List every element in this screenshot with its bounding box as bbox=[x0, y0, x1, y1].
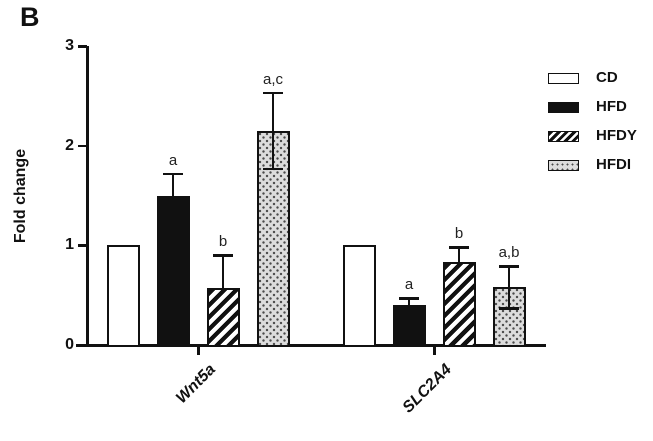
error-bar-cap-top bbox=[263, 91, 283, 95]
legend-swatch-hfd bbox=[548, 101, 579, 113]
legend-label: CD bbox=[596, 69, 618, 86]
significance-label: b bbox=[218, 233, 228, 251]
y-tick-label: 1 bbox=[65, 236, 74, 254]
y-tick-label: 3 bbox=[65, 37, 74, 54]
error-bar-stem bbox=[458, 247, 460, 265]
x-axis-line bbox=[76, 344, 546, 347]
error-bar-stem bbox=[508, 266, 510, 309]
bar-hfdy-slc2a4 bbox=[442, 262, 476, 347]
legend-label: HFDI bbox=[596, 156, 631, 173]
error-bar-cap-bottom bbox=[499, 307, 519, 310]
y-axis-line bbox=[86, 46, 89, 347]
y-tick-label: 0 bbox=[65, 336, 74, 353]
legend-item-hfdy: HFDY bbox=[548, 126, 637, 146]
error-bar-stem bbox=[272, 92, 274, 169]
legend: CD HFD HFDY HFDI bbox=[548, 68, 637, 184]
error-bar-cap-top bbox=[213, 254, 233, 257]
error-bar-stem bbox=[172, 173, 174, 198]
error-bar-stem bbox=[222, 255, 224, 291]
bar-cd-slc2a4 bbox=[342, 245, 376, 347]
legend-swatch-hfdi bbox=[548, 159, 579, 171]
y-tick-mark bbox=[78, 144, 87, 148]
legend-swatch-cd bbox=[548, 72, 579, 84]
legend-item-cd: CD bbox=[548, 68, 637, 88]
bar-cd-wnt5a bbox=[106, 245, 140, 347]
bar-hfd-wnt5a bbox=[156, 195, 190, 347]
x-tick-mark bbox=[197, 346, 200, 355]
y-tick-label: 2 bbox=[65, 136, 74, 154]
significance-label: a,b bbox=[498, 244, 520, 262]
legend-label: HFD bbox=[596, 98, 627, 115]
error-bar-stem bbox=[408, 298, 410, 308]
error-bar-cap-top bbox=[163, 172, 183, 176]
x-tick-mark bbox=[433, 346, 436, 355]
legend-label: HFDY bbox=[596, 127, 637, 144]
x-category-label: Wnt5a bbox=[173, 361, 220, 407]
bar-hfdy-wnt5a bbox=[206, 288, 240, 347]
significance-label: a,c bbox=[262, 70, 283, 88]
x-category-label: SLC2A4 bbox=[399, 361, 456, 417]
error-bar-cap-top bbox=[499, 265, 519, 268]
significance-label: b bbox=[454, 225, 464, 243]
error-bar-cap-top bbox=[399, 297, 419, 300]
legend-item-hfd: HFD bbox=[548, 97, 637, 117]
significance-label: a bbox=[168, 151, 178, 169]
error-bar-cap-bottom bbox=[263, 167, 283, 171]
y-tick-mark bbox=[78, 45, 87, 48]
panel-label: B bbox=[20, 2, 40, 32]
error-bar-cap-top bbox=[449, 246, 469, 249]
y-tick-mark bbox=[78, 244, 87, 247]
significance-label: a bbox=[404, 276, 414, 294]
legend-swatch-hfdy bbox=[548, 130, 579, 142]
legend-item-hfdi: HFDI bbox=[548, 155, 637, 175]
bar-hfd-slc2a4 bbox=[392, 305, 426, 347]
